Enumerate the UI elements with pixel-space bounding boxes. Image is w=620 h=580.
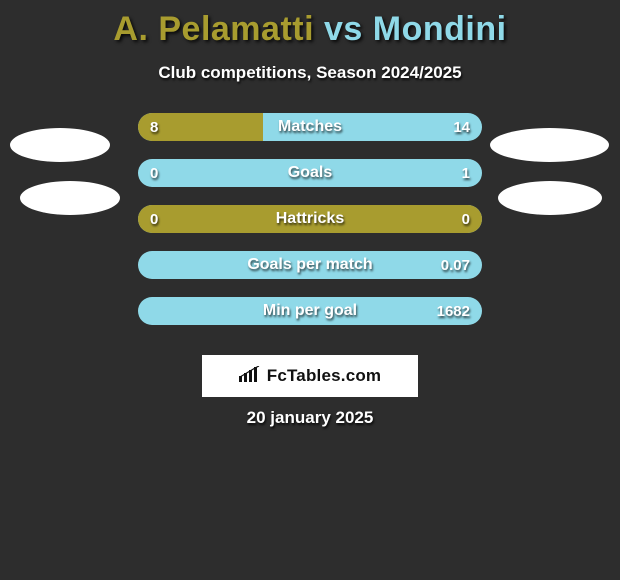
title-left: A. Pelamatti (113, 10, 314, 48)
stat-row: Min per goal1682 (138, 297, 482, 325)
title-right: Mondini (373, 10, 507, 48)
decorative-ellipse (498, 181, 602, 215)
bar-right (138, 297, 482, 325)
stat-row: Matches814 (138, 113, 482, 141)
logo-text: FcTables.com (267, 366, 382, 386)
stat-row: Goals01 (138, 159, 482, 187)
stat-row: Hattricks00 (138, 205, 482, 233)
decorative-ellipse (490, 128, 609, 162)
stat-rows: Matches814 Goals01 Hattricks00 Goals per ma… (138, 113, 482, 343)
stat-row: Goals per match0.07 (138, 251, 482, 279)
subtitle: Club competitions, Season 2024/2025 (0, 63, 620, 83)
page-title: A. Pelamatti vs Mondini (0, 0, 620, 49)
bar-left (138, 113, 263, 141)
date-text: 20 january 2025 (0, 408, 620, 428)
title-vs: vs (314, 10, 373, 48)
bar-left (138, 205, 482, 233)
bars-icon (239, 366, 261, 387)
bar-right (138, 159, 482, 187)
comparison-chart: Matches814 Goals01 Hattricks00 Goals per ma… (0, 113, 620, 373)
decorative-ellipse (10, 128, 110, 162)
source-logo: FcTables.com (202, 355, 418, 397)
bar-right (138, 251, 482, 279)
decorative-ellipse (20, 181, 120, 215)
